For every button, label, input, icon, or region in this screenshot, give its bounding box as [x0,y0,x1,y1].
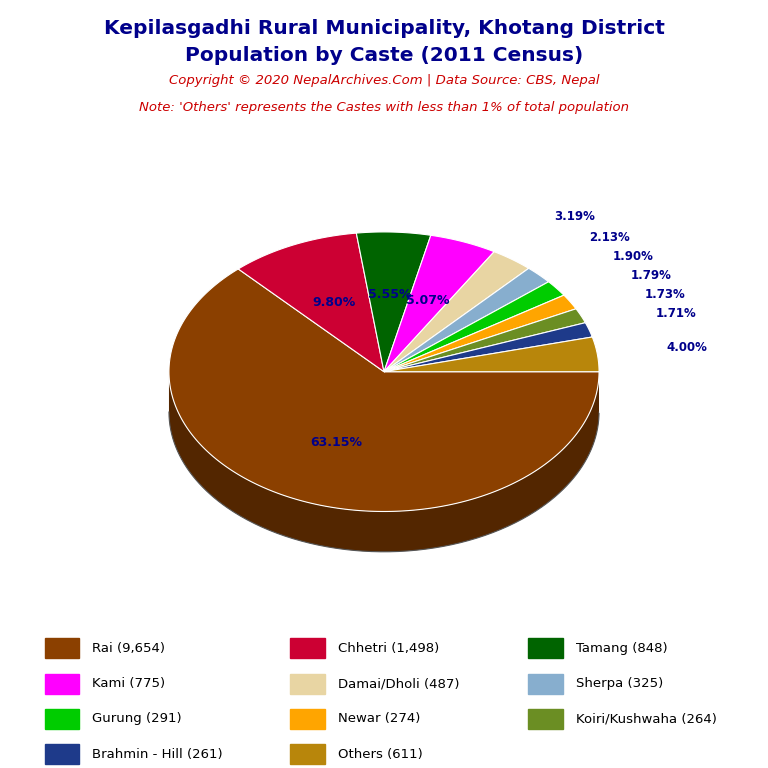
Text: 3.19%: 3.19% [554,210,594,223]
Text: 4.00%: 4.00% [667,341,707,354]
Text: Rai (9,654): Rai (9,654) [92,642,165,654]
Bar [290,638,325,658]
Text: Copyright © 2020 NepalArchives.Com | Data Source: CBS, Nepal: Copyright © 2020 NepalArchives.Com | Dat… [169,74,599,88]
Text: Kepilasgadhi Rural Municipality, Khotang District: Kepilasgadhi Rural Municipality, Khotang… [104,19,664,38]
Bar [290,709,325,729]
Polygon shape [384,309,585,372]
Bar [45,744,79,764]
Polygon shape [169,373,599,551]
Text: Note: 'Others' represents the Castes with less than 1% of total population: Note: 'Others' represents the Castes wit… [139,101,629,114]
Bar [528,709,563,729]
Polygon shape [384,323,592,372]
Text: Chhetri (1,498): Chhetri (1,498) [338,642,439,654]
Text: 1.90%: 1.90% [613,250,654,263]
Text: 5.55%: 5.55% [368,289,411,301]
Text: Koiri/Kushwaha (264): Koiri/Kushwaha (264) [576,713,717,725]
Polygon shape [384,295,576,372]
Text: 1.79%: 1.79% [631,269,672,282]
Text: Gurung (291): Gurung (291) [92,713,182,725]
Text: 1.73%: 1.73% [645,287,686,300]
Bar [528,674,563,694]
Bar [45,674,79,694]
Polygon shape [384,235,494,372]
Polygon shape [238,233,384,372]
Text: Kami (775): Kami (775) [92,677,165,690]
Polygon shape [384,252,528,372]
Text: 63.15%: 63.15% [310,435,362,449]
Text: Tamang (848): Tamang (848) [576,642,667,654]
Bar [290,674,325,694]
Polygon shape [356,232,431,372]
Text: 9.80%: 9.80% [313,296,356,309]
Bar [290,744,325,764]
Bar [45,709,79,729]
Text: Damai/Dholi (487): Damai/Dholi (487) [338,677,459,690]
Text: Brahmin - Hill (261): Brahmin - Hill (261) [92,748,223,760]
Text: Newar (274): Newar (274) [338,713,420,725]
Polygon shape [384,268,548,372]
Bar [45,638,79,658]
Bar [528,638,563,658]
Text: Others (611): Others (611) [338,748,422,760]
Polygon shape [169,269,599,511]
Text: 2.13%: 2.13% [589,231,630,244]
Text: Sherpa (325): Sherpa (325) [576,677,664,690]
Text: 1.71%: 1.71% [656,307,697,320]
Polygon shape [384,337,599,372]
Polygon shape [384,282,564,372]
Text: 5.07%: 5.07% [406,294,449,306]
Text: Population by Caste (2011 Census): Population by Caste (2011 Census) [185,46,583,65]
